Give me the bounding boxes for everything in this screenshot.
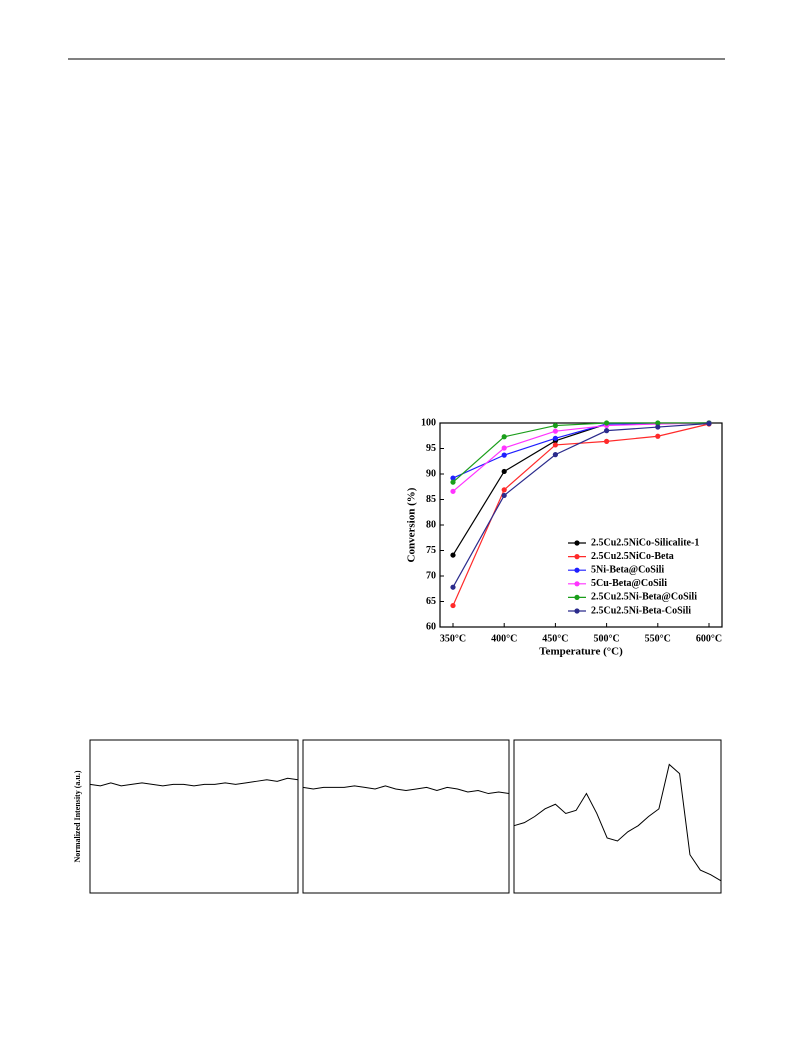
spectrum-line bbox=[89, 777, 299, 787]
data-point bbox=[501, 445, 507, 451]
legend-label: 2.5Cu2.5NiCo-Beta bbox=[591, 551, 674, 562]
legend-label: 5Ni-Beta@CoSili bbox=[591, 564, 664, 575]
data-point bbox=[501, 452, 507, 458]
x-tick-label: 600°C bbox=[696, 633, 722, 644]
legend-label: 2.5Cu2.5NiCo-Silicalite-1 bbox=[591, 537, 699, 548]
y-tick-label: 85 bbox=[426, 494, 436, 505]
x-axis-label: Temperature (°C) bbox=[539, 646, 623, 658]
data-point bbox=[501, 492, 507, 499]
legend-marker bbox=[574, 608, 580, 614]
data-point bbox=[450, 479, 456, 485]
y-tick-label: 90 bbox=[426, 468, 436, 479]
data-point bbox=[450, 602, 456, 609]
series-line bbox=[452, 422, 710, 492]
y-tick-label: 75 bbox=[426, 545, 436, 556]
data-point bbox=[604, 438, 610, 444]
series-line bbox=[452, 422, 710, 588]
legend-label: 2.5Cu2.5Ni-Beta@CoSili bbox=[591, 592, 697, 603]
legend-marker bbox=[574, 567, 580, 573]
series-line bbox=[452, 422, 709, 483]
series-line bbox=[452, 422, 710, 479]
data-point bbox=[450, 552, 456, 558]
y-tick-label: 65 bbox=[426, 596, 436, 607]
data-point bbox=[604, 428, 610, 434]
y-tick-label: 70 bbox=[426, 570, 436, 581]
y-tick-label: 100 bbox=[421, 417, 436, 428]
y-tick-label: 60 bbox=[426, 621, 436, 632]
panel-frame bbox=[513, 739, 722, 894]
data-point bbox=[501, 468, 507, 475]
spectrum-line bbox=[302, 785, 510, 795]
spectrum-line bbox=[513, 763, 722, 882]
data-point bbox=[552, 422, 559, 429]
data-point bbox=[552, 452, 559, 458]
data-point bbox=[450, 475, 456, 481]
legend-marker bbox=[574, 581, 580, 587]
legend-marker bbox=[574, 554, 580, 560]
series-line bbox=[452, 423, 710, 606]
data-point bbox=[450, 488, 456, 494]
y-tick-label: 80 bbox=[426, 519, 436, 530]
y-tick-label: 95 bbox=[426, 443, 436, 454]
legend-label: 5Cu-Beta@CoSili bbox=[591, 578, 667, 589]
data-point bbox=[604, 420, 610, 426]
x-tick-label: 550°C bbox=[645, 633, 671, 644]
x-tick-label: 400°C bbox=[491, 633, 517, 644]
y-axis-label: Normalized Intensity (a.u.) bbox=[73, 770, 82, 862]
panel-frame bbox=[302, 739, 510, 894]
data-point bbox=[552, 428, 559, 434]
data-point bbox=[655, 420, 661, 426]
data-point bbox=[655, 433, 661, 439]
data-point bbox=[552, 442, 559, 448]
x-tick-label: 350°C bbox=[440, 633, 466, 644]
legend-marker bbox=[574, 594, 580, 601]
legend-marker bbox=[574, 540, 580, 546]
data-point bbox=[655, 424, 661, 430]
data-point bbox=[706, 420, 712, 427]
data-point bbox=[501, 434, 507, 440]
y-axis-label: Conversion (%) bbox=[406, 487, 418, 562]
data-point bbox=[552, 435, 559, 441]
legend-label: 2.5Cu2.5Ni-Beta-CoSili bbox=[591, 605, 691, 616]
x-tick-label: 500°C bbox=[593, 633, 619, 644]
panel-frame bbox=[89, 739, 299, 894]
data-point bbox=[501, 487, 507, 493]
x-tick-label: 450°C bbox=[542, 633, 568, 644]
data-point bbox=[450, 584, 456, 590]
